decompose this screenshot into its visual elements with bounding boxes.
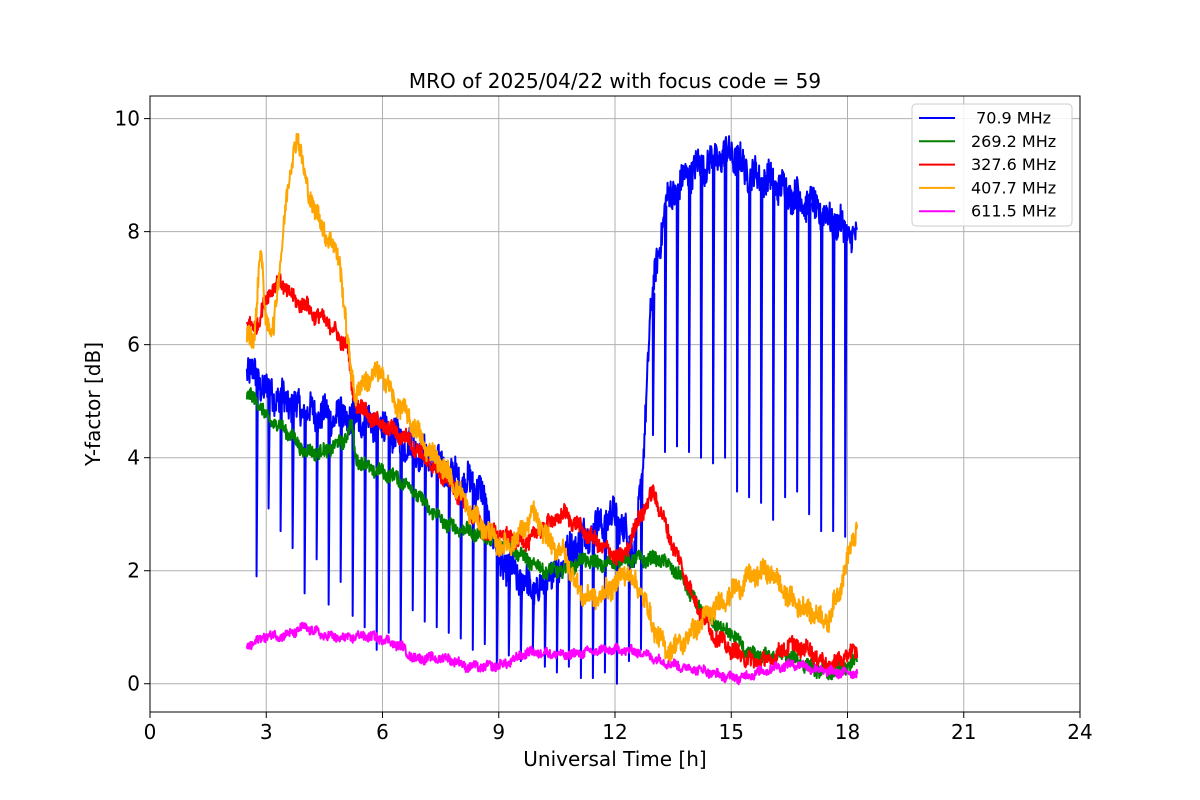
grid (149, 96, 1081, 712)
x-axis-label: Universal Time [h] (523, 747, 706, 771)
legend-label: 407.7 MHz (971, 178, 1056, 197)
y-tick-label: 10 (115, 107, 140, 131)
chart-title: MRO of 2025/04/22 with focus code = 59 (409, 69, 821, 93)
y-tick-label: 8 (127, 220, 140, 244)
legend-label: 327.6 MHz (971, 155, 1056, 174)
x-tick-label: 3 (260, 720, 273, 744)
y-tick-label: 6 (127, 333, 140, 357)
x-tick-label: 12 (602, 720, 627, 744)
y-tick-label: 2 (127, 559, 140, 583)
legend: 70.9 MHz 269.2 MHz 327.6 MHz 407.7 MHz 611.5… (911, 103, 1073, 227)
series-line (245, 621, 859, 686)
series-line (245, 132, 859, 664)
x-tick-label: 0 (144, 720, 157, 744)
y-tick-label: 4 (127, 446, 140, 470)
series-layer (245, 132, 859, 686)
legend-label: 611.5 MHz (971, 202, 1056, 221)
legend-box (911, 103, 1073, 227)
y-tick-label: 0 (127, 672, 140, 696)
x-tick-label: 18 (835, 720, 860, 744)
series-line (245, 135, 859, 685)
x-tick-label: 6 (376, 720, 389, 744)
x-tick-label: 24 (1067, 720, 1092, 744)
x-tick-label: 15 (719, 720, 744, 744)
series-line (245, 387, 859, 681)
legend-label: 269.2 MHz (971, 132, 1056, 151)
legend-label: 70.9 MHz (971, 109, 1051, 128)
x-tick-label: 21 (951, 720, 976, 744)
x-tick-label: 9 (492, 720, 505, 744)
y-axis-label: Y-factor [dB] (81, 342, 105, 467)
